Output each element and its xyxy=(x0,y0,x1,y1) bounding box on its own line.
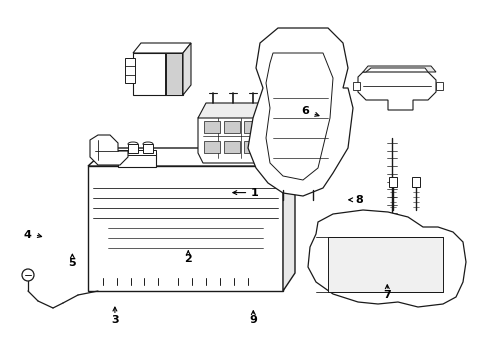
Text: 9: 9 xyxy=(249,315,257,325)
Polygon shape xyxy=(307,210,465,307)
Bar xyxy=(203,141,220,153)
Bar xyxy=(224,141,240,153)
Text: 3: 3 xyxy=(111,315,119,325)
Polygon shape xyxy=(247,28,352,196)
Text: 5: 5 xyxy=(68,258,76,268)
Text: 2: 2 xyxy=(184,254,192,264)
Bar xyxy=(435,82,442,90)
Bar xyxy=(244,141,260,153)
Ellipse shape xyxy=(142,142,153,146)
Polygon shape xyxy=(265,53,332,180)
Polygon shape xyxy=(133,43,191,53)
Text: 8: 8 xyxy=(355,195,363,205)
Bar xyxy=(388,177,396,187)
Ellipse shape xyxy=(128,142,138,146)
Bar xyxy=(165,53,182,95)
Text: 7: 7 xyxy=(383,290,390,300)
Polygon shape xyxy=(183,43,191,95)
Bar xyxy=(133,53,183,95)
Text: 6: 6 xyxy=(301,106,309,116)
Polygon shape xyxy=(357,72,435,110)
Bar xyxy=(142,144,153,153)
Bar xyxy=(125,58,135,83)
Text: 4: 4 xyxy=(24,230,32,240)
Bar xyxy=(411,177,419,187)
Bar xyxy=(118,153,156,167)
Bar xyxy=(264,121,280,133)
Polygon shape xyxy=(88,148,294,166)
Bar xyxy=(283,153,290,161)
Bar xyxy=(264,141,280,153)
Bar xyxy=(118,150,156,155)
Polygon shape xyxy=(198,103,283,118)
Bar xyxy=(352,82,359,90)
Bar xyxy=(283,138,290,146)
Bar xyxy=(283,123,290,131)
Bar xyxy=(244,121,260,133)
Polygon shape xyxy=(283,148,294,291)
Bar xyxy=(224,121,240,133)
Polygon shape xyxy=(198,108,283,163)
Polygon shape xyxy=(362,66,435,72)
Circle shape xyxy=(345,256,360,272)
Bar xyxy=(327,237,442,292)
Circle shape xyxy=(409,256,425,272)
Bar xyxy=(88,166,283,291)
Text: 1: 1 xyxy=(250,188,258,198)
Bar xyxy=(128,144,138,153)
Bar xyxy=(203,121,220,133)
Polygon shape xyxy=(90,135,128,165)
